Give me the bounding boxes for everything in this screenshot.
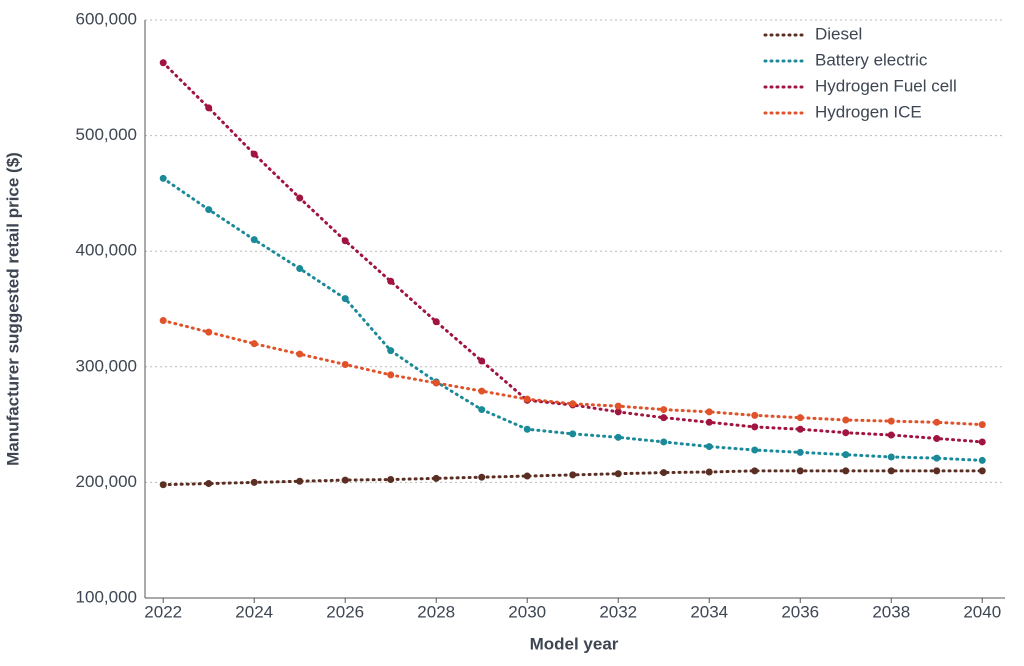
data-point	[705, 468, 713, 476]
data-point	[205, 206, 213, 214]
x-tick-label: 2034	[690, 602, 728, 621]
x-tick-label: 2036	[781, 602, 819, 621]
data-point	[569, 471, 577, 479]
data-point	[296, 265, 304, 273]
data-point	[159, 174, 167, 182]
data-point	[296, 477, 304, 485]
data-point	[614, 433, 622, 441]
data-point	[478, 387, 486, 395]
data-point	[796, 448, 804, 456]
x-tick-label: 2030	[508, 602, 546, 621]
y-tick-label: 200,000	[76, 472, 137, 491]
data-point	[523, 425, 531, 433]
data-point	[796, 425, 804, 433]
x-tick-label: 2024	[235, 602, 273, 621]
data-point	[614, 408, 622, 416]
data-point	[387, 277, 395, 285]
x-axis-title: Model year	[530, 634, 619, 653]
data-point	[751, 411, 759, 419]
data-point	[660, 406, 668, 414]
data-point	[978, 456, 986, 464]
data-point	[887, 467, 895, 475]
legend-label: Hydrogen ICE	[815, 102, 922, 121]
data-point	[842, 451, 850, 459]
data-point	[887, 417, 895, 425]
data-point	[887, 453, 895, 461]
data-point	[432, 318, 440, 326]
data-point	[523, 395, 531, 403]
data-point	[387, 371, 395, 379]
data-point	[432, 474, 440, 482]
data-point	[933, 434, 941, 442]
legend-label: Battery electric	[815, 50, 928, 69]
data-point	[159, 317, 167, 325]
series-line	[161, 319, 984, 427]
data-point	[705, 418, 713, 426]
data-point	[341, 237, 349, 245]
data-point	[205, 104, 213, 112]
y-tick-label: 600,000	[76, 9, 137, 28]
data-point	[478, 406, 486, 414]
data-point	[250, 478, 258, 486]
data-point	[660, 469, 668, 477]
data-point	[978, 438, 986, 446]
legend-label: Hydrogen Fuel cell	[815, 76, 957, 95]
x-tick-label: 2028	[417, 602, 455, 621]
data-point	[387, 476, 395, 484]
x-tick-label: 2040	[963, 602, 1001, 621]
data-point	[660, 414, 668, 422]
data-point	[478, 357, 486, 365]
data-point	[250, 236, 258, 244]
y-tick-label: 500,000	[76, 125, 137, 144]
data-point	[842, 467, 850, 475]
data-point	[887, 431, 895, 439]
data-point	[751, 467, 759, 475]
data-point	[705, 408, 713, 416]
data-point	[842, 416, 850, 424]
data-point	[933, 454, 941, 462]
data-point	[796, 467, 804, 475]
y-tick-label: 400,000	[76, 241, 137, 260]
data-point	[842, 429, 850, 437]
data-point	[387, 347, 395, 355]
x-tick-label: 2032	[599, 602, 637, 621]
y-tick-label: 100,000	[76, 587, 137, 606]
data-point	[933, 467, 941, 475]
data-point	[432, 379, 440, 387]
data-point	[159, 59, 167, 67]
data-point	[569, 430, 577, 438]
data-point	[660, 438, 668, 446]
y-tick-label: 300,000	[76, 356, 137, 375]
x-tick-label: 2038	[872, 602, 910, 621]
data-point	[159, 481, 167, 489]
data-point	[205, 328, 213, 336]
data-point	[614, 470, 622, 478]
data-point	[978, 421, 986, 429]
legend-label: Diesel	[815, 24, 862, 43]
data-point	[478, 473, 486, 481]
data-point	[296, 350, 304, 358]
data-point	[523, 472, 531, 480]
data-point	[751, 446, 759, 454]
data-point	[341, 360, 349, 368]
data-point	[250, 340, 258, 348]
series-line	[161, 176, 984, 462]
data-point	[205, 480, 213, 488]
data-point	[751, 423, 759, 431]
data-point	[796, 414, 804, 422]
x-tick-label: 2026	[326, 602, 364, 621]
y-axis-title: Manufacturer suggested retail price ($)	[3, 152, 22, 466]
x-tick-label: 2022	[144, 602, 182, 621]
data-point	[341, 295, 349, 303]
data-point	[614, 402, 622, 410]
data-point	[705, 443, 713, 451]
data-point	[250, 150, 258, 158]
data-point	[978, 467, 986, 475]
data-point	[933, 418, 941, 426]
data-point	[569, 400, 577, 408]
data-point	[341, 476, 349, 484]
data-point	[296, 194, 304, 202]
